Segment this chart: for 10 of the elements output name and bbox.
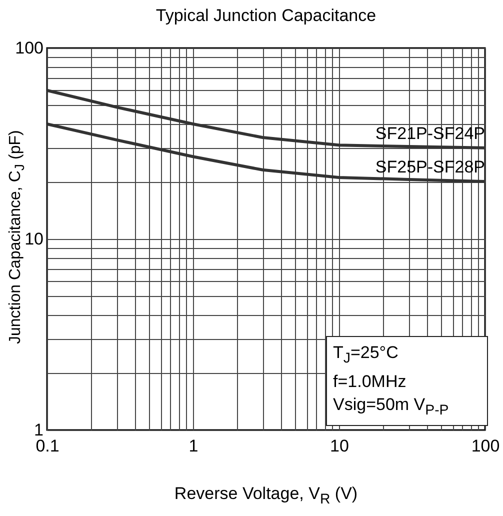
y-tick-label: 100 [15,38,44,58]
x-tick-label: 100 [471,436,500,456]
note-box: T$_{J}$=25°C f=1.0MHz Vsig=50m V$_{P-P}$ [326,336,488,426]
x-tick-label: 1 [188,436,198,456]
x-tick-label: 0.1 [36,436,60,456]
y-tick-label: 1 [34,420,44,440]
y-tick-label: 10 [24,230,44,248]
x-tick-label: 10 [330,436,349,456]
x-axis-title: Reverse Voltage, V$_{R}$ (V) [173,484,359,508]
chart-title: Typical Junction Capacitance [156,6,376,25]
